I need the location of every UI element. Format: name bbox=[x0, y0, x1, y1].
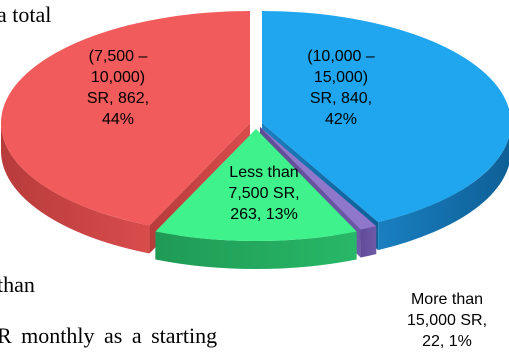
pie-slice-side bbox=[360, 226, 377, 258]
pie-slice bbox=[262, 11, 509, 223]
pie-label-line: 22, 1% bbox=[422, 333, 472, 350]
slices-layer bbox=[0, 11, 509, 269]
pie-label-line: More than bbox=[411, 291, 483, 308]
pie-slice bbox=[155, 129, 357, 241]
document-text-line: a total bbox=[0, 2, 52, 27]
pie-label-line: Less than bbox=[229, 164, 298, 181]
pie-label-line: SR, 862, bbox=[87, 90, 149, 107]
pie-slice-side bbox=[378, 136, 509, 251]
pie-label-line: 263, 13% bbox=[230, 206, 298, 223]
pie-label-line: 42% bbox=[325, 111, 357, 128]
pie-label-line: SR, 840, bbox=[310, 90, 372, 107]
pie-slice bbox=[0, 11, 250, 226]
pie-slice-side bbox=[155, 231, 357, 269]
pie-label-line: 15,000 SR, bbox=[407, 312, 487, 329]
pie-slice-label: (10,000 – 15,000) SR, 840, 42% bbox=[307, 48, 375, 128]
pie-slice-label: More than 15,000 SR, 22, 1% bbox=[407, 291, 487, 350]
pie-label-line: (10,000 – bbox=[307, 48, 375, 65]
pie-slice-label: Less than 7,500 SR, 263, 13% bbox=[228, 164, 299, 223]
pie-slice-side bbox=[1, 123, 150, 254]
document-text-line: than bbox=[0, 272, 35, 297]
pie-slice bbox=[260, 127, 377, 230]
pie-label-line: 10,000) bbox=[91, 69, 145, 86]
pie-label-line: 7,500 SR, bbox=[228, 185, 299, 202]
document-text-line: R monthly as a starting bbox=[0, 323, 218, 348]
labels-layer: (7,500 – 10,000) SR, 862, 44% (10,000 – 15,00… bbox=[87, 48, 487, 350]
pie-slice-label: (7,500 – 10,000) SR, 862, 44% bbox=[87, 48, 149, 128]
pie-label-line: 44% bbox=[102, 111, 134, 128]
pie-label-line: (7,500 – bbox=[89, 48, 148, 65]
pie-label-line: 15,000) bbox=[314, 69, 368, 86]
